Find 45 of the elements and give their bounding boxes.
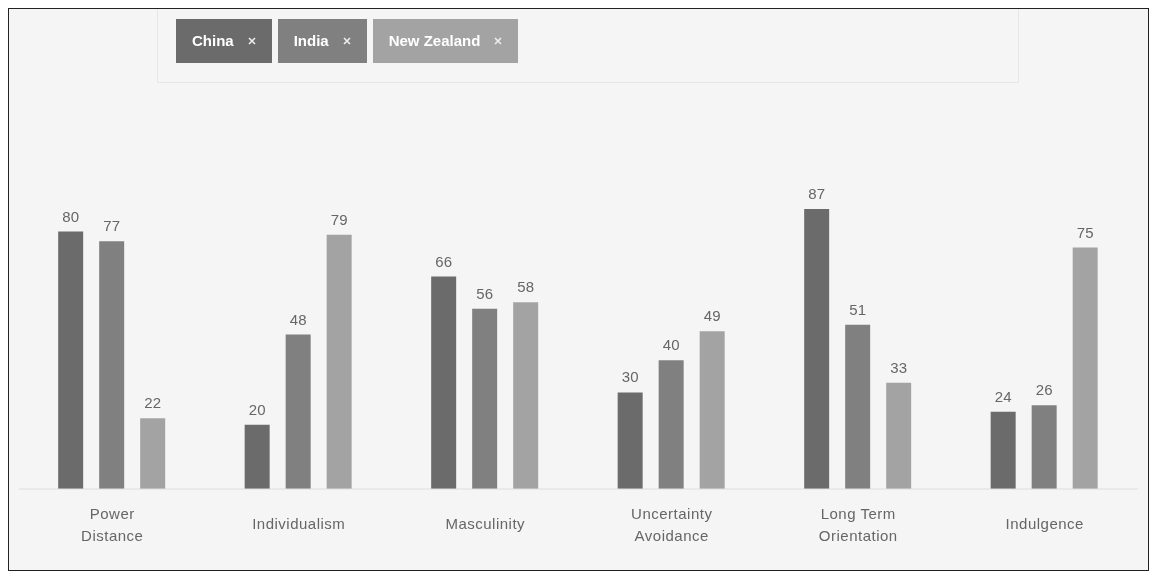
bar <box>513 302 539 489</box>
x-tick-label: Power Distance <box>81 505 144 544</box>
data-label: 49 <box>703 307 721 325</box>
bar <box>99 241 125 489</box>
data-label: 58 <box>517 278 535 296</box>
x-tick-label: Long Term Orientation <box>818 505 898 544</box>
data-label: 66 <box>435 252 453 270</box>
bar <box>472 308 498 489</box>
bar <box>326 234 352 489</box>
x-tick-label: Individualism <box>252 515 346 532</box>
data-label: 20 <box>248 400 266 418</box>
bar <box>58 231 84 489</box>
data-label: 24 <box>994 387 1012 405</box>
data-label: 22 <box>144 394 162 412</box>
bar <box>990 411 1016 489</box>
data-label: 33 <box>890 358 908 376</box>
bar <box>845 324 871 489</box>
data-label: 56 <box>476 284 494 302</box>
bar <box>140 418 166 489</box>
x-tick-label: Uncertainty Avoidance <box>631 505 713 544</box>
bar <box>1031 405 1057 489</box>
bar <box>658 360 684 489</box>
bar <box>886 382 912 489</box>
bar <box>431 276 457 489</box>
bar <box>285 334 311 489</box>
bar <box>804 209 830 489</box>
bar <box>617 392 643 489</box>
text: New Zealand <box>388 32 481 49</box>
x-tick-label: Indulgence <box>1005 515 1084 532</box>
bar <box>244 424 270 489</box>
bar <box>699 331 725 489</box>
data-label: 48 <box>289 310 307 328</box>
data-label: 26 <box>1035 381 1053 399</box>
data-label: 80 <box>62 207 80 225</box>
text: China <box>192 32 234 49</box>
data-label: 87 <box>808 185 826 202</box>
data-label: 79 <box>330 210 348 228</box>
data-label: 51 <box>849 300 867 318</box>
data-label: 75 <box>1076 223 1094 241</box>
bar <box>1072 247 1098 489</box>
x-tick-label: Masculinity <box>445 515 526 532</box>
data-label: 30 <box>621 368 639 386</box>
data-label: 77 <box>103 217 121 235</box>
data-label: 40 <box>662 336 680 354</box>
text: India <box>293 32 329 49</box>
